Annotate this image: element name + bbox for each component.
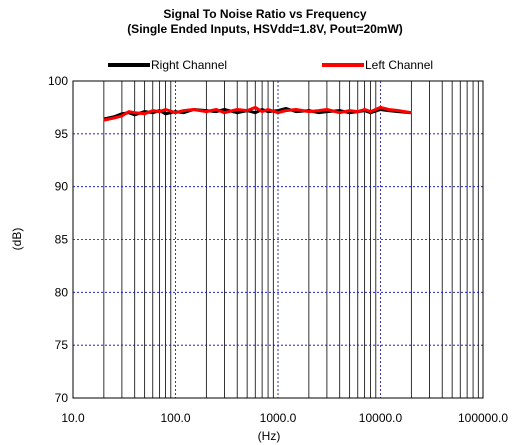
y-tick-label: 80 [55,285,69,299]
y-tick-label: 100 [48,74,68,88]
y-tick-label: 90 [55,180,69,194]
y-tick-label: 75 [55,338,69,352]
y-tick-label: 95 [55,127,69,141]
y-tick-label: 85 [55,233,69,247]
series-line-left-channel [103,105,412,122]
x-tick-label: 1000.0 [260,411,297,425]
x-axis-label: (Hz) [258,429,281,443]
plot-frame [72,80,484,399]
x-tick-label: 10000.0 [359,411,403,425]
y-tick-label: 70 [55,391,69,405]
x-tick-label: 10.0 [61,411,85,425]
chart-subtitle: (Single Ended Inputs, HSVdd=1.8V, Pout=2… [127,22,403,36]
grid [73,81,483,398]
legend-label-left-channel: Left Channel [365,58,433,72]
legend-label-right-channel: Right Channel [151,58,227,72]
y-axis-label: (dB) [10,228,24,251]
chart-title: Signal To Noise Ratio vs Frequency [163,7,366,21]
series-layer [103,105,412,122]
x-tick-label: 100.0 [160,411,190,425]
tick-labels: 70 75 80 85 90 95 100 10.0 100.0 1000.0 10000.0 100… [48,74,508,425]
legend: Right Channel Left Channel [108,58,433,72]
x-tick-label: 100000.0 [458,411,508,425]
